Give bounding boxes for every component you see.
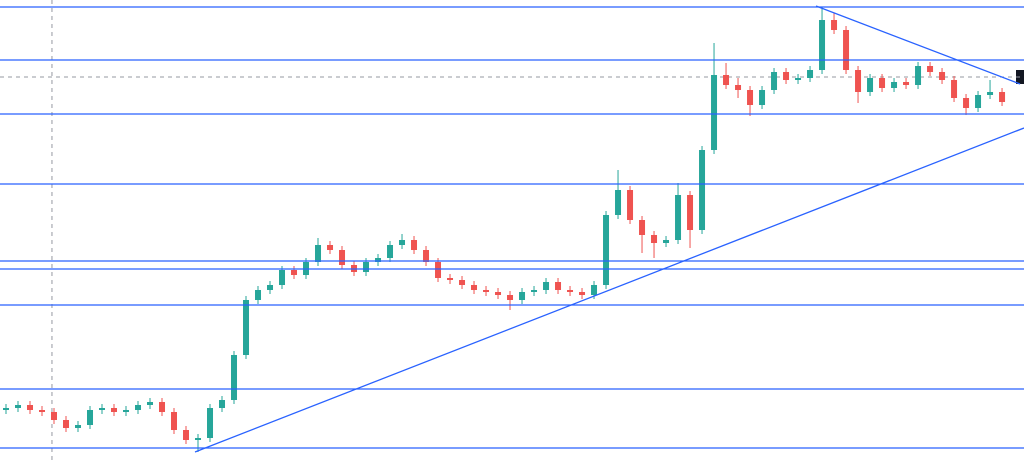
candle-body — [843, 30, 850, 70]
candle-body — [963, 98, 970, 108]
candle-body — [735, 85, 742, 90]
candle-body — [363, 262, 370, 272]
candle-body — [927, 66, 934, 72]
candle-body — [663, 240, 670, 243]
candle-body — [687, 195, 694, 230]
candle-body — [267, 285, 274, 290]
candle-body — [807, 70, 814, 78]
candle-body — [903, 82, 910, 85]
candle-body — [75, 425, 82, 428]
candle-body — [879, 78, 886, 88]
candle-body — [387, 245, 394, 258]
candle-body — [147, 402, 154, 405]
candle-body — [651, 235, 658, 243]
candle-body — [867, 78, 874, 92]
candle-body — [759, 90, 766, 105]
candle-body — [123, 410, 130, 412]
candle-body — [87, 410, 94, 425]
candle-body — [591, 285, 598, 295]
candle-body — [3, 408, 10, 410]
candle-body — [135, 405, 142, 410]
candle-body — [531, 290, 538, 292]
candle-body — [39, 410, 46, 412]
candle-body — [939, 72, 946, 80]
candle-body — [423, 250, 430, 262]
candle-body — [603, 215, 610, 285]
candle-body — [435, 262, 442, 278]
candle-body — [507, 295, 514, 300]
candle-body — [207, 408, 214, 438]
candle-body — [567, 290, 574, 292]
candle-body — [951, 80, 958, 98]
candle-body — [411, 240, 418, 250]
candle-body — [111, 408, 118, 412]
candle-body — [819, 20, 826, 70]
candle-body — [51, 412, 58, 420]
candle-body — [639, 220, 646, 235]
candle-body — [495, 292, 502, 295]
candle-body — [159, 402, 166, 412]
candle-body — [255, 290, 262, 300]
candle-body — [519, 292, 526, 300]
candle-body — [915, 66, 922, 85]
candle-body — [171, 412, 178, 430]
candle-body — [627, 190, 634, 220]
candle-body — [375, 258, 382, 262]
candle-body — [711, 75, 718, 150]
candle-body — [63, 420, 70, 428]
trend-line — [194, 127, 1024, 453]
candle-body — [243, 300, 250, 355]
candle-body — [291, 270, 298, 275]
candle-body — [891, 82, 898, 88]
candle-body — [783, 72, 790, 80]
trend-line — [815, 5, 1021, 85]
candle-body — [987, 92, 994, 95]
candle-body — [15, 405, 22, 408]
candle-body — [339, 250, 346, 265]
candle-body — [315, 245, 322, 262]
candle-body — [483, 290, 490, 292]
candle-body — [543, 282, 550, 290]
candle-body — [579, 292, 586, 295]
candle-body — [447, 278, 454, 280]
candle-body — [615, 190, 622, 215]
candle-body — [975, 95, 982, 108]
candle-body — [723, 75, 730, 85]
candle-body — [327, 245, 334, 250]
candle-body — [831, 20, 838, 30]
candle-body — [471, 285, 478, 290]
candle-body — [675, 195, 682, 240]
candle-body — [183, 430, 190, 440]
candle-body — [795, 78, 802, 80]
candle-body — [231, 355, 238, 400]
candle-body — [855, 70, 862, 92]
candle-body — [219, 400, 226, 408]
candle-body — [399, 240, 406, 245]
candle-body — [27, 405, 34, 410]
candle-body — [459, 280, 466, 285]
candle-body — [747, 90, 754, 105]
candle-body — [999, 92, 1006, 102]
candle-body — [699, 150, 706, 230]
candle-body — [99, 408, 106, 410]
candle-body — [771, 72, 778, 90]
candle-body — [279, 270, 286, 285]
candle-body — [555, 282, 562, 290]
candle-body — [195, 438, 202, 440]
